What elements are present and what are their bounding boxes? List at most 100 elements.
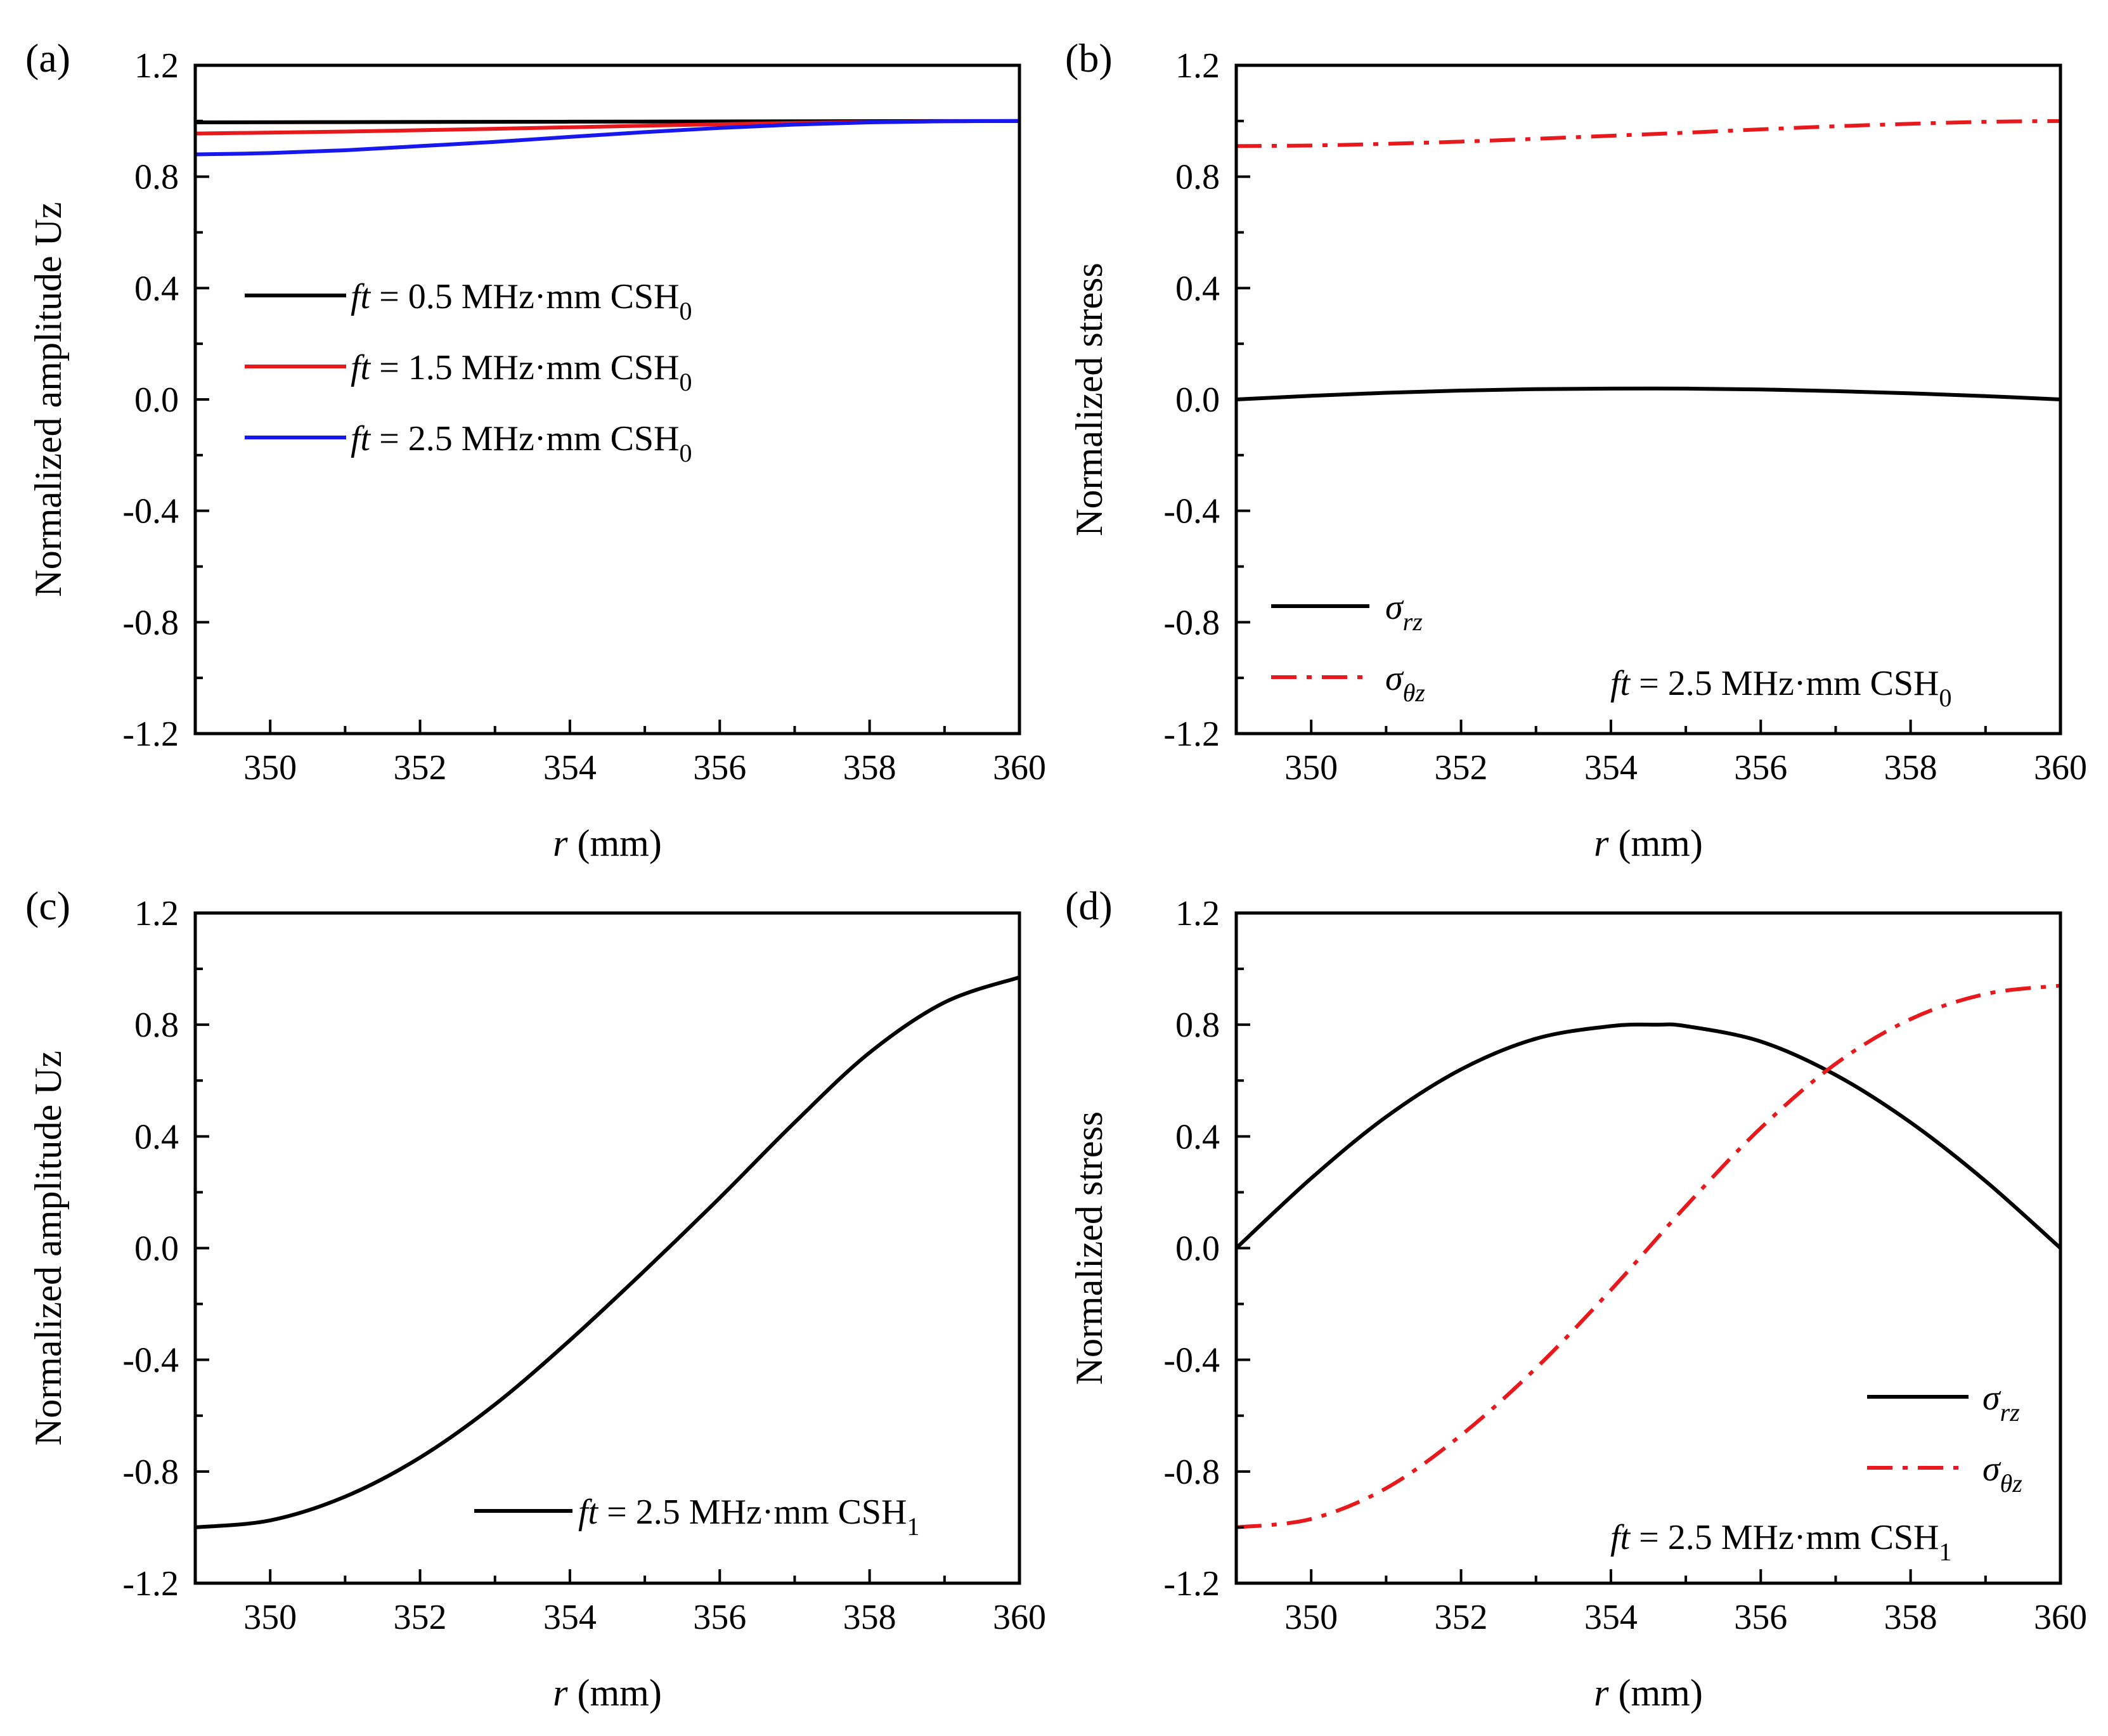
y-tick-label: 0.8 bbox=[134, 1006, 179, 1045]
x-tick-label: 350 bbox=[1284, 748, 1338, 787]
x-tick-label: 356 bbox=[693, 748, 746, 787]
y-axis-title: Normalized stress bbox=[1068, 262, 1110, 536]
legend-symbol: σ bbox=[1982, 1378, 2001, 1418]
x-tick-label: 358 bbox=[843, 1598, 896, 1637]
legend-label: = 1.5 MHz·mm CSH bbox=[370, 348, 679, 387]
x-axis-title: r (mm) bbox=[1594, 822, 1703, 864]
annotation-text: ft = 2.5 MHz·mm CSH1 bbox=[1610, 1518, 1952, 1566]
x-axis-unit: (mm) bbox=[568, 822, 662, 864]
x-tick-label: 354 bbox=[1584, 1598, 1638, 1637]
legend-subscript: rz bbox=[2000, 1398, 2021, 1427]
y-tick-label: -0.4 bbox=[1163, 492, 1220, 531]
y-tick-label: -1.2 bbox=[1163, 1564, 1220, 1603]
x-tick-label: 360 bbox=[993, 1598, 1046, 1637]
x-tick-label: 360 bbox=[2034, 1598, 2087, 1637]
annotation-text: ft = 2.5 MHz·mm CSH0 bbox=[1610, 664, 1952, 712]
series-group bbox=[195, 119, 1019, 157]
x-axis-unit: (mm) bbox=[568, 1672, 662, 1714]
legend-subscript: θz bbox=[1403, 678, 1426, 707]
legend-label: = 2.5 MHz·mm CSH bbox=[1630, 1518, 1939, 1557]
plot-frame bbox=[1234, 63, 2062, 735]
y-tick-label: 0.0 bbox=[134, 380, 179, 420]
legend-variable: ft bbox=[1610, 664, 1631, 703]
legend-variable: ft bbox=[1610, 1518, 1631, 1557]
x-axis-title: r (mm) bbox=[1594, 1672, 1703, 1714]
series-line-2 bbox=[1236, 983, 2060, 1529]
panel-b: 350 352 354 356 358 360 -1.2 -0.8 -0.4 0.0 0.4 0.8 1… bbox=[1065, 36, 2087, 864]
y-tick-label: -1.2 bbox=[122, 1564, 179, 1603]
y-tick-label: 0.8 bbox=[1175, 158, 1220, 197]
y-tick-label: 0.4 bbox=[134, 269, 179, 308]
y-tick-label: -0.8 bbox=[122, 1453, 179, 1492]
x-tick-label: 350 bbox=[243, 748, 297, 787]
y-axis-title: Normalized amplitude Uz bbox=[27, 1051, 69, 1446]
legend-variable: ft bbox=[351, 348, 372, 387]
x-tick-label: 354 bbox=[543, 1598, 597, 1637]
x-axis-variable: r bbox=[1594, 1672, 1609, 1714]
y-tick-label: 0.4 bbox=[1175, 1117, 1220, 1156]
legend-label: = 2.5 MHz·mm CSH bbox=[1630, 664, 1939, 703]
legend-entry: σrz bbox=[1982, 1378, 2020, 1427]
x-tick-label: 358 bbox=[1884, 1598, 1937, 1637]
x-tick-label: 360 bbox=[2034, 748, 2087, 787]
x-tick-label: 354 bbox=[543, 748, 597, 787]
y-tick-label: 0.0 bbox=[1175, 1229, 1220, 1269]
legend-variable: ft bbox=[351, 419, 372, 458]
legend-entry: ft = 0.5 MHz·mm CSH0 bbox=[351, 277, 692, 325]
plot-frame bbox=[193, 63, 1021, 735]
y-tick-label: 1.2 bbox=[134, 894, 179, 933]
y-tick-label: 1.2 bbox=[134, 46, 179, 86]
x-tick-label: 352 bbox=[394, 748, 447, 787]
y-tick-label: 0.8 bbox=[1175, 1006, 1220, 1045]
panel-label: (b) bbox=[1065, 36, 1113, 81]
x-axis-title: r (mm) bbox=[553, 822, 662, 864]
x-tick-label: 358 bbox=[1884, 748, 1937, 787]
legend-entry: σθz bbox=[1982, 1449, 2022, 1498]
series-group bbox=[195, 975, 1019, 1529]
legend-label: = 2.5 MHz·mm CSH bbox=[598, 1493, 907, 1532]
legend-label: = 0.5 MHz·mm CSH bbox=[370, 277, 679, 316]
legend-symbol: σ bbox=[1385, 659, 1404, 698]
legend-entry: σrz bbox=[1385, 588, 1423, 636]
x-axis-variable: r bbox=[553, 1672, 568, 1714]
plot-frame bbox=[193, 911, 1021, 1585]
y-tick-label: -0.4 bbox=[1163, 1341, 1220, 1380]
y-tick-label: -0.8 bbox=[1163, 603, 1220, 642]
x-tick-label: 360 bbox=[993, 748, 1046, 787]
legend-subscript: 0 bbox=[680, 368, 692, 396]
legend-subscript: 0 bbox=[1939, 683, 1952, 712]
legend: σrz σθz ft = 2.5 MHz·mm CSH0 bbox=[1271, 588, 1952, 712]
x-tick-label: 356 bbox=[1734, 1598, 1787, 1637]
x-axis-variable: r bbox=[553, 822, 568, 864]
y-tick-label: 0.4 bbox=[134, 1117, 179, 1156]
x-tick-label: 352 bbox=[1435, 1598, 1488, 1637]
y-tick-label: -0.8 bbox=[122, 603, 179, 642]
x-tick-label: 350 bbox=[243, 1598, 297, 1637]
series-line-1 bbox=[1236, 386, 2060, 401]
y-tick-label: 0.0 bbox=[134, 1229, 179, 1269]
panel-d: 350 352 354 356 358 360 -1.2 -0.8 -0.4 0.0 0.4 0.8 1… bbox=[1065, 883, 2087, 1714]
y-tick-label: -0.4 bbox=[122, 1341, 179, 1380]
series-line-2 bbox=[1236, 119, 2060, 148]
y-tick-label: 0.0 bbox=[1175, 380, 1220, 420]
legend-subscript: rz bbox=[1403, 607, 1423, 636]
legend-subscript: 1 bbox=[1939, 1538, 1952, 1566]
legend-subscript: 0 bbox=[680, 297, 692, 325]
panel-label: (c) bbox=[25, 883, 70, 928]
legend-subscript: 0 bbox=[680, 439, 692, 467]
legend-subscript: θz bbox=[2000, 1469, 2023, 1498]
y-tick-label: 0.8 bbox=[134, 158, 179, 197]
x-axis-title: r (mm) bbox=[553, 1672, 662, 1714]
x-axis-unit: (mm) bbox=[1609, 822, 1703, 864]
y-tick-label: -0.4 bbox=[122, 492, 179, 531]
x-tick-label: 354 bbox=[1584, 748, 1638, 787]
legend-subscript: 1 bbox=[907, 1512, 920, 1541]
legend-entry: ft = 2.5 MHz·mm CSH0 bbox=[351, 419, 692, 467]
y-axis-title: Normalized stress bbox=[1068, 1111, 1110, 1385]
x-tick-label: 356 bbox=[693, 1598, 746, 1637]
x-tick-label: 358 bbox=[843, 748, 896, 787]
series-group bbox=[1236, 119, 2060, 401]
